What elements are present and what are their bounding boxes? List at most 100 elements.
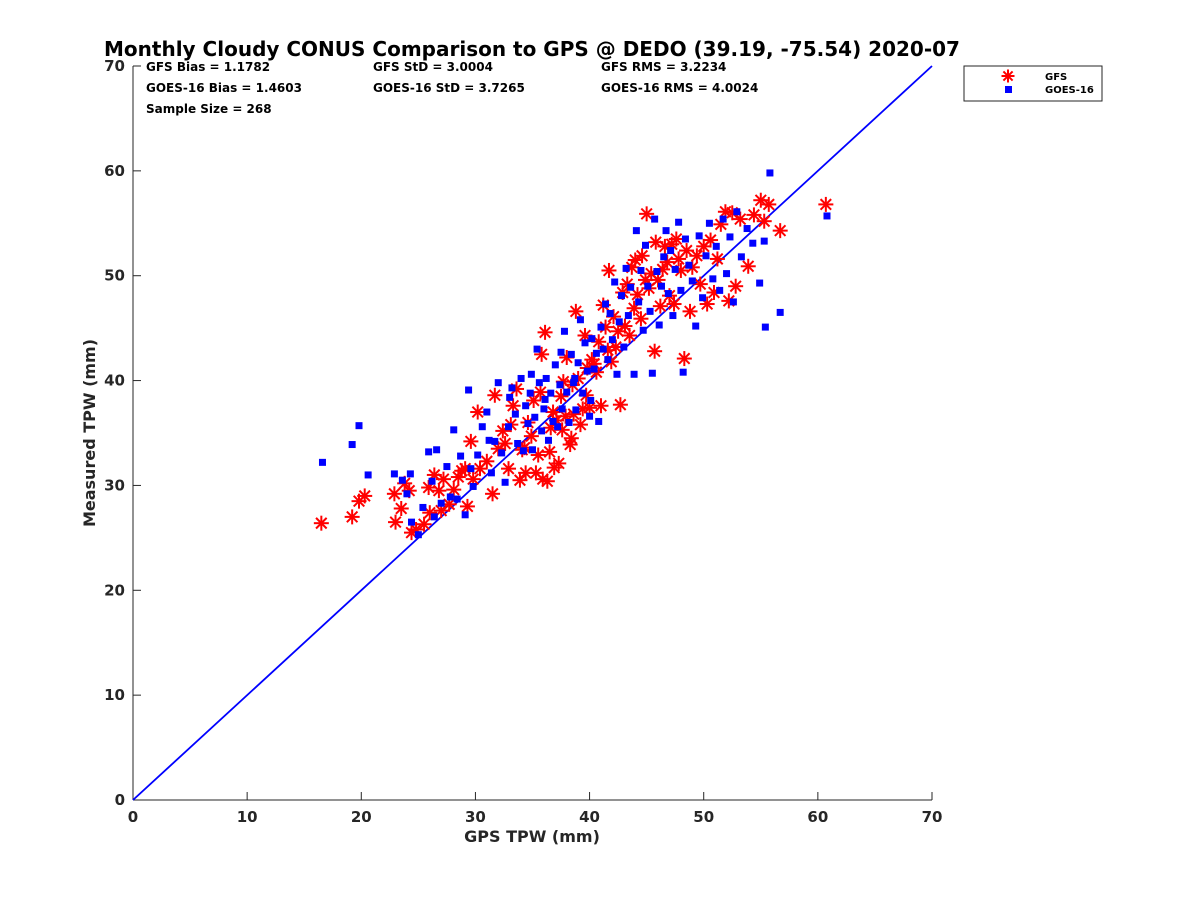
gfs-point bbox=[416, 516, 432, 532]
goes-16-point bbox=[688, 277, 696, 285]
goes-16-point bbox=[551, 361, 559, 369]
gfs-point bbox=[313, 515, 329, 531]
x-tick-label: 10 bbox=[237, 808, 258, 826]
goes-16-point bbox=[522, 402, 530, 410]
gfs-point bbox=[709, 251, 725, 267]
goes-16-point bbox=[408, 518, 416, 526]
gfs-point bbox=[639, 206, 655, 222]
gfs-point bbox=[551, 455, 567, 471]
goes-16-point bbox=[761, 323, 769, 331]
gfs-point bbox=[495, 423, 511, 439]
goes-16-point bbox=[618, 292, 626, 300]
stat-line: GFS Bias = 1.1782 bbox=[146, 60, 270, 74]
gfs-point bbox=[539, 473, 555, 489]
goes-16-point bbox=[508, 384, 516, 392]
goes-16-point bbox=[653, 268, 661, 276]
goes-16-point bbox=[677, 286, 685, 294]
goes-16-point bbox=[699, 294, 707, 302]
goes-16-point bbox=[469, 482, 477, 490]
stat-line: GOES-16 StD = 3.7265 bbox=[373, 81, 525, 95]
gfs-point bbox=[431, 483, 447, 499]
gfs-point bbox=[692, 276, 708, 292]
goes-16-point bbox=[579, 389, 587, 397]
gfs-point bbox=[652, 298, 668, 314]
gfs-point bbox=[689, 248, 705, 264]
gfs-point bbox=[386, 486, 402, 502]
goes-16-point bbox=[702, 252, 710, 260]
gfs-point bbox=[487, 387, 503, 403]
goes-16-point bbox=[639, 326, 647, 334]
goes-16-point bbox=[355, 422, 363, 430]
legend-box bbox=[963, 65, 1103, 102]
goes-16-point bbox=[644, 282, 652, 290]
goes-16-point bbox=[604, 356, 612, 364]
gfs-point bbox=[537, 324, 553, 340]
gfs-point bbox=[666, 296, 682, 312]
goes-16-point bbox=[433, 446, 441, 454]
x-tick-label: 0 bbox=[128, 808, 138, 826]
gfs-point bbox=[512, 472, 528, 488]
goes-16-point bbox=[719, 215, 727, 223]
goes-16-point bbox=[419, 503, 427, 511]
y-tick-label: 10 bbox=[104, 686, 125, 704]
goes-16-point bbox=[709, 275, 717, 283]
goes-16-point bbox=[348, 441, 356, 449]
goes-16-point bbox=[567, 350, 575, 358]
y-axis-label: Measured TPW (mm) bbox=[80, 339, 99, 527]
gfs-point bbox=[523, 428, 539, 444]
goes-16-point bbox=[766, 169, 774, 177]
x-tick-label: 30 bbox=[465, 808, 486, 826]
gfs-point bbox=[612, 397, 628, 413]
gfs-point bbox=[728, 278, 744, 294]
gfs-point bbox=[753, 192, 769, 208]
goes-16-point bbox=[587, 396, 595, 404]
gfs-point bbox=[357, 488, 373, 504]
goes-16-point bbox=[664, 290, 672, 298]
goes-16-point bbox=[524, 420, 532, 428]
goes-16-point bbox=[729, 298, 737, 306]
goes-16-point bbox=[613, 370, 621, 378]
goes-16-point bbox=[606, 309, 614, 317]
gfs-point bbox=[388, 514, 404, 530]
stat-line: GFS RMS = 3.2234 bbox=[601, 60, 726, 74]
gfs-point bbox=[740, 258, 756, 274]
goes-16-point bbox=[662, 227, 670, 235]
stat-line: GOES-16 Bias = 1.4603 bbox=[146, 81, 302, 95]
goes-16-point bbox=[733, 208, 741, 216]
gfs-point bbox=[568, 303, 584, 319]
goes-16-point bbox=[642, 241, 650, 249]
goes-16-point bbox=[669, 312, 677, 320]
goes-16-point bbox=[637, 266, 645, 274]
x-tick-label: 50 bbox=[693, 808, 714, 826]
goes-16-point bbox=[501, 478, 509, 486]
goes-16-point bbox=[692, 322, 700, 330]
goes-16-point bbox=[776, 308, 784, 316]
goes-16-point bbox=[494, 379, 502, 387]
gfs-point bbox=[818, 196, 834, 212]
goes-16-point bbox=[505, 423, 513, 431]
gfs-point bbox=[435, 471, 451, 487]
goes-16-point bbox=[526, 389, 534, 397]
gfs-point bbox=[526, 392, 542, 408]
goes-16-point bbox=[538, 427, 546, 435]
goes-16-point bbox=[592, 349, 600, 357]
goes-16-point bbox=[511, 410, 519, 418]
goes-16-point bbox=[461, 511, 469, 519]
legend-gfs-label: GFS bbox=[1045, 72, 1067, 83]
gfs-point bbox=[676, 351, 692, 367]
goes-16-point bbox=[398, 476, 406, 484]
goes-16-point bbox=[465, 386, 473, 394]
goes-16-point bbox=[749, 239, 757, 247]
goes-16-point bbox=[364, 471, 372, 479]
legend-goes-16-label: GOES-16 bbox=[1045, 85, 1094, 96]
goes-16-point bbox=[425, 448, 433, 456]
goes-16-point bbox=[627, 283, 635, 291]
y-tick-label: 20 bbox=[104, 581, 125, 599]
goes-16-point bbox=[657, 282, 665, 290]
legend: GFS GOES-16 bbox=[963, 65, 1103, 102]
goes-16-point bbox=[635, 298, 643, 306]
goes-16-point bbox=[531, 413, 539, 421]
goes-16-point bbox=[679, 368, 687, 376]
